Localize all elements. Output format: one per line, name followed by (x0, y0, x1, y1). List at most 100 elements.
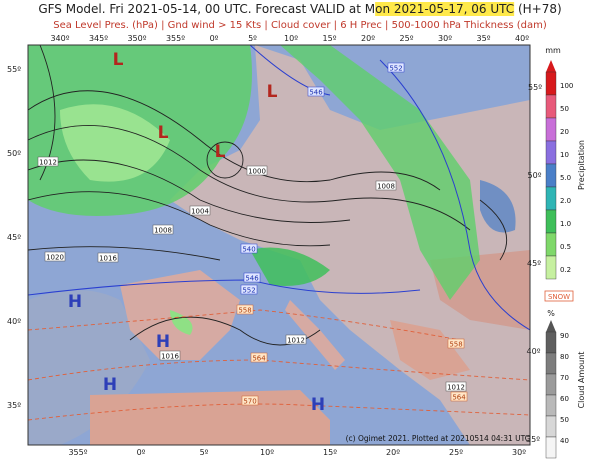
isobar-label: 1016 (161, 353, 179, 361)
thickness-label: 570 (243, 398, 256, 406)
thickness-label-box (450, 391, 468, 402)
map (27, 44, 531, 446)
isobar-label-box (189, 205, 211, 216)
cloud-arrow (546, 320, 556, 332)
precip-tick: 50 (560, 105, 569, 113)
pressure-center: H (156, 332, 170, 352)
cloud-sea (28, 290, 150, 445)
thickness-label-box (236, 304, 254, 315)
top-longitude: 20º (361, 34, 375, 43)
left-latitude: 50º (7, 149, 21, 158)
precip-tick: 5.0 (560, 174, 571, 182)
cloud-swatch (545, 373, 557, 396)
isobar-label-box (285, 334, 307, 345)
cloud-tick: 90 (560, 332, 569, 340)
precip-unit: mm (545, 46, 561, 55)
isobar-label-box (246, 165, 268, 176)
thickness-label: 552 (389, 65, 402, 73)
cloud-swatch (545, 352, 557, 375)
isobar-label-box (97, 252, 119, 263)
inner-latitude: 40º (527, 347, 541, 356)
bottom-longitude: 20º (386, 448, 400, 457)
snow-box (544, 290, 574, 302)
precip-arrow (546, 60, 556, 72)
title: GFS Model. Fri 2021-05-14, 00 UTC. Forec… (38, 2, 561, 16)
top-longitude: 30º (438, 34, 452, 43)
isobar-label: 1012 (447, 384, 465, 392)
thickness-label-box (387, 62, 405, 73)
precip-area (60, 104, 170, 182)
isobars (28, 45, 508, 346)
inner-latitude: 45º (527, 259, 541, 268)
top-longitude: 15º (323, 34, 337, 43)
precip-swatch (545, 140, 557, 165)
left-latitude: 55º (7, 65, 21, 74)
cloud-colorbar: % 90 80 70 60 50 40 Cloud Amount (545, 309, 586, 459)
precip-title: Precipitation (577, 140, 586, 190)
cloud-tick: 50 (560, 416, 569, 424)
cloud-tick: 60 (560, 395, 569, 403)
title-suffix: (H+78) (514, 2, 562, 16)
isobar-label: 1016 (99, 255, 117, 263)
precip-heavy (480, 180, 516, 233)
cloud-swatch (545, 331, 557, 354)
precip-tick: 1.0 (560, 220, 571, 228)
thickness-label: 546 (245, 275, 259, 283)
precip-tick: 0.2 (560, 266, 571, 274)
precip-swatch (545, 255, 557, 280)
precip-swatch (545, 117, 557, 142)
cloud-swatch (545, 436, 557, 459)
thickness-label-box (240, 284, 258, 295)
precip-alps (250, 247, 330, 286)
precip-small (170, 310, 193, 335)
bottom-longitude: 355º (68, 448, 87, 457)
cloud-tick: 40 (560, 437, 569, 445)
precip-tick: 0.5 (560, 243, 571, 251)
isobar-label-box (152, 224, 174, 235)
balkans (390, 320, 470, 380)
footer: (c) Ogimet 2021. Plotted at 20210514 04:… (346, 434, 530, 443)
subtitle: Sea Level Pres. (hPa) | Gnd wind > 15 Kt… (53, 20, 547, 31)
pressure-center: L (113, 50, 124, 70)
top-longitude: 0º (210, 34, 219, 43)
thickness-label: 552 (242, 287, 255, 295)
thickness-label: 564 (452, 394, 466, 402)
precip-colorbar: mm 100 50 20 10 5.0 2.0 1.0 0.5 0.2 Precipitation S… (544, 46, 586, 302)
cloud-tick: 80 (560, 353, 569, 361)
thickness-label-box (240, 243, 258, 254)
isobar-label: 1004 (191, 208, 209, 216)
africa (90, 390, 330, 445)
isobar-label-box (159, 350, 181, 361)
cloud-tick: 70 (560, 374, 569, 382)
left-latitude: 45º (7, 233, 21, 242)
pressure-center: H (103, 375, 117, 395)
top-longitude: 40º (515, 34, 529, 43)
bottom-longitude: 30º (512, 448, 526, 457)
top-longitude: 340º (50, 34, 69, 43)
valid-highlight (375, 2, 515, 16)
title-prefix: GFS Model. Fri 2021-05-14, 00 UTC. Forec… (38, 2, 375, 16)
bottom-longitude: 10º (260, 448, 274, 457)
precip-swatch (545, 163, 557, 188)
pressure-center: L (215, 142, 226, 162)
isobar-label: 1012 (287, 337, 305, 345)
thickness-label: 540 (242, 246, 255, 254)
precip-swatch (545, 71, 557, 96)
isobar-label: 1012 (39, 159, 57, 167)
cloud-unit: % (547, 309, 555, 318)
thickness-label-box (241, 395, 259, 406)
thickness-label-box (307, 86, 325, 97)
precip-tick: 2.0 (560, 197, 571, 205)
cloud-swatch (545, 394, 557, 417)
cloud-swatch (545, 415, 557, 438)
precip-swatch (545, 232, 557, 257)
bottom-longitude: 15º (323, 448, 337, 457)
thickness-label: 546 (309, 89, 323, 97)
pressure-center: L (267, 82, 278, 102)
isobar-label: 1000 (248, 168, 266, 176)
top-longitude: 35º (477, 34, 491, 43)
isobar-label: 1008 (377, 183, 395, 191)
precip-swatch (545, 94, 557, 119)
precip-swatch (545, 186, 557, 211)
